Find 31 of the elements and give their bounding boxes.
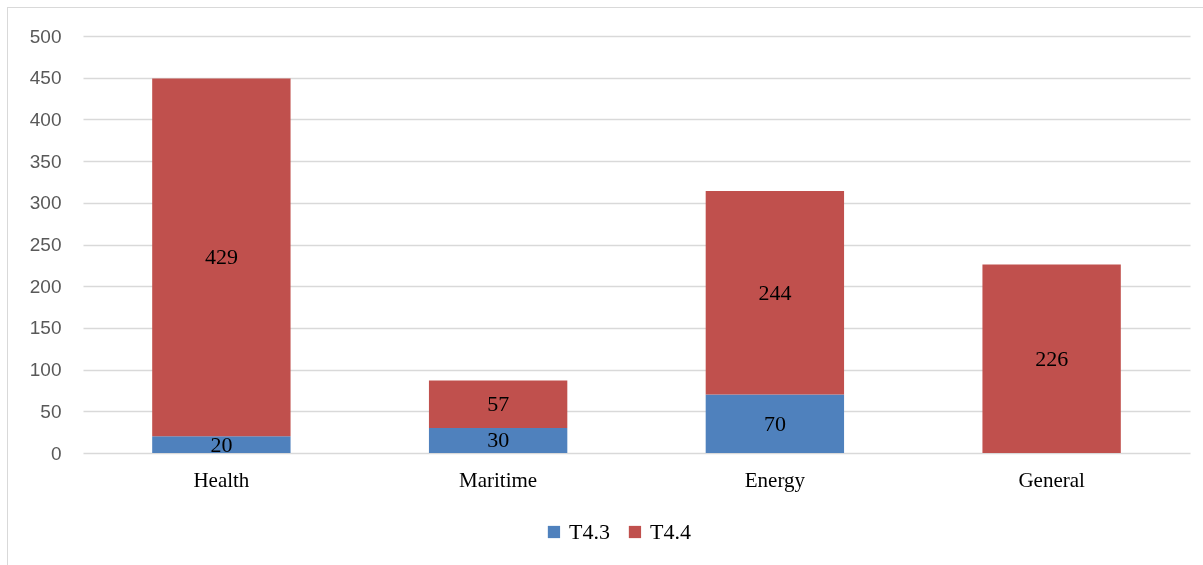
data-label: 244 <box>758 279 792 305</box>
y-tick-label: 250 <box>29 234 62 255</box>
x-tick-label: Energy <box>744 467 806 492</box>
x-tick-label: Maritime <box>459 467 538 492</box>
y-tick-label: 0 <box>50 442 62 464</box>
data-label: 70 <box>763 410 786 436</box>
y-tick-label: 200 <box>29 275 62 297</box>
bar <box>982 264 1121 453</box>
bar <box>428 427 568 453</box>
y-tick-label: 400 <box>29 108 62 130</box>
y-tick-label: 100 <box>29 359 62 381</box>
data-label: 429 <box>204 244 238 270</box>
y-tick-label: 50 <box>40 400 62 422</box>
y-tick-label: 500 <box>29 25 62 47</box>
bar <box>705 394 845 453</box>
legend-label: T4.3 <box>568 519 610 544</box>
y-tick-label: 350 <box>29 150 62 172</box>
data-label: 20 <box>210 431 233 457</box>
x-tick-label: Health <box>193 467 250 492</box>
data-label: 226 <box>1035 345 1069 371</box>
bar <box>152 78 291 437</box>
data-label: 57 <box>487 391 510 417</box>
bar <box>705 191 845 395</box>
y-tick-label: 150 <box>29 317 62 339</box>
bar <box>152 436 291 453</box>
y-tick-label: 300 <box>29 192 62 214</box>
data-label: 30 <box>487 427 510 453</box>
legend-label: T4.4 <box>649 519 691 544</box>
bar <box>428 380 568 428</box>
y-tick-label: 450 <box>29 67 62 89</box>
x-tick-label: General <box>1018 467 1086 492</box>
